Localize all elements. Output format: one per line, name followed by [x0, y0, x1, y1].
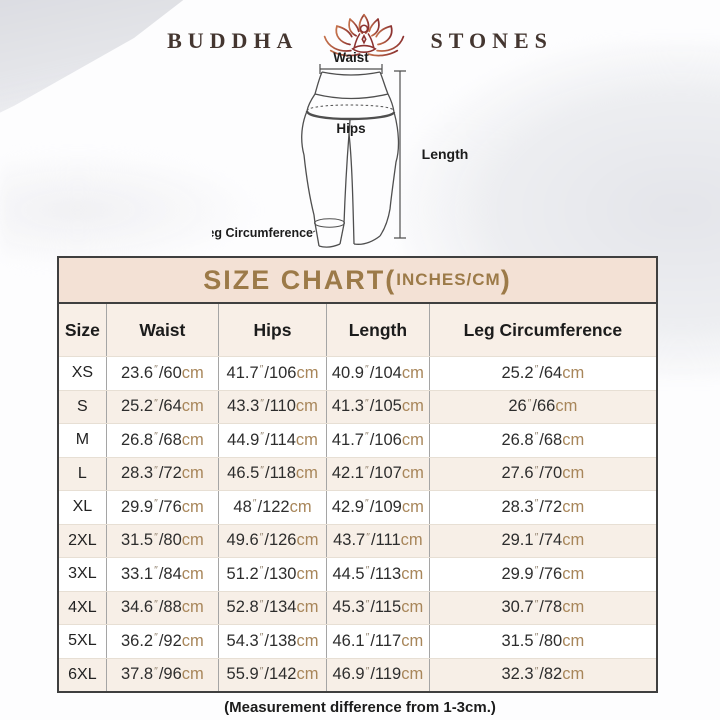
column-header-leg-circumference: Leg Circumference — [463, 319, 623, 340]
pants-measurement-diagram: Waist Hips Length Leg Circumference — [212, 50, 469, 248]
size-chart-title-close: ) — [500, 264, 512, 295]
leg-circumference-label: Leg Circumference — [212, 226, 313, 240]
size-row-2xl: 2XL 31.5 ″/80 cm 49.6 ″/126 cm 43.7 ″/111 cm 29.1 ″… — [59, 523, 656, 557]
measurement-cell: 31.5 ″/80 cm — [107, 524, 219, 557]
size-label: L — [59, 457, 107, 490]
size-chart-title: SIZE CHART(INCHES/CM) — [59, 258, 656, 304]
size-label: 2XL — [59, 524, 107, 557]
size-chart-title-main: SIZE CHART( — [203, 264, 397, 295]
measurement-cell: 48 ″/122 cm — [219, 491, 328, 524]
table-header-row: Size Waist Hips Length Leg Circumference — [59, 304, 656, 356]
brand-header: BUDDHA — [0, 12, 720, 70]
measurement-cell: 44.9 ″/114 cm — [219, 424, 328, 457]
measurement-cell: 49.6 ″/126 cm — [219, 524, 328, 557]
measurement-cell: 40.9 ″/104 cm — [327, 357, 430, 390]
column-header-waist: Waist — [107, 304, 219, 356]
measurement-cell: 27.6 ″/70 cm — [501, 463, 585, 483]
measurement-cell: 51.2 ″/130 cm — [219, 558, 328, 591]
column-header-hips: Hips — [219, 304, 328, 356]
measurement-cell: 25.2 ″/64 cm — [501, 363, 585, 382]
size-label: 5XL — [59, 625, 107, 658]
measurement-cell: 42.9 ″/109 cm — [327, 491, 430, 524]
size-row-m: M 26.8 ″/68 cm 44.9 ″/114 cm 41.7 ″/106 cm 26.8 ″/6… — [59, 423, 656, 457]
size-row-s: S 25.2 ″/64 cm 43.3 ″/110 cm 41.3 ″/105 cm 26 ″/66 c… — [59, 389, 656, 423]
size-row-6xl: 6XL 37.8 ″/96 cm 55.9 ″/142 cm 46.9 ″/119 cm 32.3 ″… — [59, 657, 656, 691]
measurement-cell: 46.1 ″/117 cm — [327, 625, 430, 658]
measurement-cell: 44.5 ″/113 cm — [327, 558, 430, 591]
measurement-cell: 29.1 ″/74 cm — [501, 530, 585, 550]
measurement-cell: 43.7 ″/111 cm — [327, 524, 430, 557]
measurement-cell: 31.5 ″/80 cm — [501, 631, 585, 650]
measurement-cell: 37.8 ″/96 cm — [107, 658, 219, 691]
measurement-cell: 26 ″/66 cm — [508, 396, 578, 416]
table-body: XS 23.6 ″/60 cm 41.7 ″/106 cm 40.9 ″/104 cm 25.2 ″ /… — [59, 356, 656, 691]
measurement-cell: 23.6 ″/60 cm — [107, 357, 219, 390]
measurement-cell: 41.7 ″/106 cm — [219, 357, 328, 390]
measurement-cell: 36.2 ″/92 cm — [107, 625, 219, 658]
size-row-5xl: 5XL 36.2 ″/92 cm 54.3 ″/138 cm 46.1 ″/117 cm 31.5 ″… — [59, 624, 656, 658]
measurement-cell: 34.6 ″/88 cm — [107, 591, 219, 624]
size-chart-table: SIZE CHART(INCHES/CM) Size Waist Hips Lengt… — [57, 256, 658, 693]
measurement-cell: 45.3 ″/115 cm — [327, 591, 430, 624]
size-row-xl: XL 29.9 ″/76 cm 48 ″/122 cm 42.9 ″/109 cm 28.3 ″/72… — [59, 490, 656, 524]
size-label: XL — [59, 491, 107, 524]
measurement-cell: 33.1 ″/84 cm — [107, 558, 219, 591]
hips-label: Hips — [336, 121, 365, 136]
size-label: 3XL — [59, 558, 107, 591]
measurement-cell: 52.8 ″/134 cm — [219, 591, 328, 624]
size-chart-title-units: INCHES/CM — [396, 270, 501, 289]
measurement-cell: 32.3 ″/82 cm — [501, 664, 585, 684]
measurement-cell: 46.5 ″/118 cm — [219, 457, 328, 490]
column-header-length: Length — [327, 304, 430, 356]
measurement-cell: 41.3 ″/105 cm — [327, 390, 430, 423]
size-row-3xl: 3XL 33.1 ″/84 cm 51.2 ″/130 cm 44.5 ″/113 cm 29.9 ″… — [59, 557, 656, 591]
measurement-cell: 25.2 ″/64 cm — [107, 390, 219, 423]
length-label: Length — [422, 146, 469, 162]
lotus-logo-icon — [324, 13, 405, 57]
size-label: M — [59, 424, 107, 457]
size-row-l: L 28.3 ″/72 cm 46.5 ″/118 cm 42.1 ″/107 cm 27.6 ″/7… — [59, 456, 656, 490]
measurement-cell: 28.3 ″/72 cm — [107, 457, 219, 490]
column-header-size: Size — [59, 304, 107, 356]
brand-word-right: STONES — [430, 28, 553, 53]
measurement-cell: 41.7 ″/106 cm — [327, 424, 430, 457]
measurement-cell: 28.3 ″/72 cm — [501, 497, 585, 516]
measurement-cell: 55.9 ″/142 cm — [219, 658, 328, 691]
measurement-cell: 43.3 ″/110 cm — [219, 390, 328, 423]
size-label: XS — [59, 357, 107, 390]
measurement-cell: 46.9 ″/119 cm — [327, 658, 430, 691]
measurement-cell: 29.9 ″/76 cm — [501, 564, 585, 583]
measurement-cell: 26.8 ″/68 cm — [107, 424, 219, 457]
size-row-xs: XS 23.6 ″/60 cm 41.7 ″/106 cm 40.9 ″/104 cm 25.2 ″ /… — [59, 356, 656, 390]
brand-word-left: BUDDHA — [167, 28, 299, 53]
measurement-cell: 26.8 ″/68 cm — [501, 430, 585, 449]
measurement-cell: 29.9 ″/76 cm — [107, 491, 219, 524]
measurement-footnote: (Measurement difference from 1-3cm.) — [224, 699, 496, 716]
size-label: 6XL — [59, 658, 107, 691]
size-label: 4XL — [59, 591, 107, 624]
measurement-cell: 42.1 ″/107 cm — [327, 457, 430, 490]
measurement-cell: 54.3 ″/138 cm — [219, 625, 328, 658]
measurement-cell: 30.7 ″/78 cm — [501, 597, 585, 617]
size-label: S — [59, 390, 107, 423]
waist-label: Waist — [333, 50, 369, 65]
size-row-4xl: 4XL 34.6 ″/88 cm 52.8 ″/134 cm 45.3 ″/115 cm 30.7 ″… — [59, 590, 656, 624]
